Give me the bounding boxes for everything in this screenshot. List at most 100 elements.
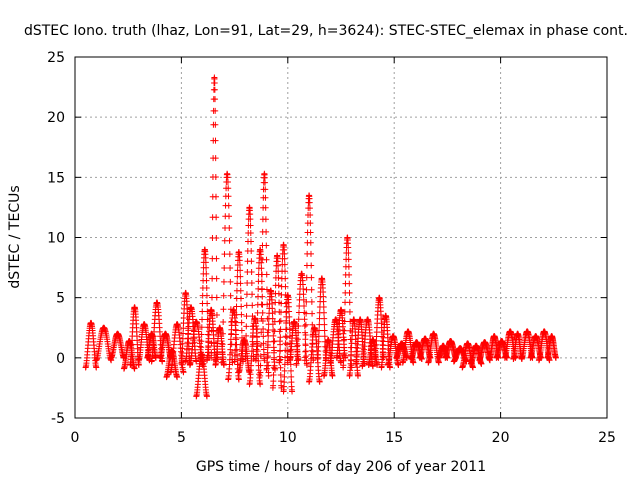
data-point — [203, 292, 210, 299]
data-point — [281, 379, 288, 386]
data-point — [212, 121, 219, 128]
x-tick-label: 15 — [385, 430, 403, 446]
data-point — [395, 362, 402, 369]
data-point — [263, 228, 270, 235]
data-point — [303, 362, 310, 369]
chart-title: dSTEC Iono. truth (lhaz, Lon=91, Lat=29,… — [24, 23, 628, 39]
data-point — [341, 318, 348, 325]
data-point — [226, 225, 233, 232]
data-point — [294, 348, 301, 355]
data-point — [248, 280, 255, 287]
data-point — [286, 326, 293, 333]
arc-series — [218, 170, 236, 366]
data-point — [257, 369, 264, 376]
data-point — [232, 341, 239, 348]
data-point — [315, 343, 322, 350]
data-point — [227, 351, 234, 358]
data-point — [263, 271, 270, 278]
data-point — [232, 347, 239, 354]
data-point — [228, 319, 235, 326]
data-point — [225, 185, 232, 192]
data-point — [303, 310, 310, 317]
data-point — [253, 333, 260, 340]
data-point — [271, 347, 278, 354]
data-point — [265, 372, 272, 379]
data-point — [345, 256, 352, 263]
data-point — [320, 298, 327, 305]
data-point — [286, 313, 293, 320]
data-point — [270, 356, 277, 363]
data-point — [315, 338, 322, 345]
data-point — [237, 273, 244, 280]
data-point — [552, 354, 559, 361]
data-point — [221, 264, 228, 271]
data-point — [247, 211, 254, 218]
data-point — [213, 312, 220, 319]
y-tick-label: 15 — [47, 170, 65, 186]
x-tick-label: 0 — [71, 430, 80, 446]
data-point — [369, 363, 376, 370]
data-point — [302, 348, 309, 355]
data-point — [247, 222, 254, 229]
data-point — [263, 242, 270, 249]
data-point — [277, 309, 284, 316]
data-point — [277, 341, 284, 348]
data-point — [211, 79, 218, 86]
arc-series — [544, 333, 559, 361]
data-point — [275, 274, 282, 281]
data-point — [276, 348, 283, 355]
data-point — [225, 193, 232, 200]
data-point — [265, 332, 272, 339]
data-point — [257, 353, 264, 360]
data-point — [203, 264, 210, 271]
grid-lines — [75, 57, 607, 418]
data-point — [198, 338, 205, 345]
data-point — [262, 204, 269, 211]
data-point — [220, 306, 227, 313]
data-point — [320, 309, 327, 316]
data-point — [316, 378, 323, 385]
data-point — [271, 338, 278, 345]
data-point — [306, 199, 313, 206]
data-point — [247, 216, 254, 223]
data-point — [203, 270, 210, 277]
data-point — [294, 336, 301, 343]
data-point — [300, 286, 307, 293]
data-point — [346, 271, 353, 278]
data-point — [281, 261, 288, 268]
data-point — [271, 328, 278, 335]
data-point — [243, 291, 250, 298]
data-point — [270, 364, 277, 371]
data-point — [276, 318, 283, 325]
arc-series — [301, 192, 317, 364]
data-point — [238, 327, 245, 334]
data-point — [321, 333, 328, 340]
data-point — [260, 333, 267, 340]
data-point — [315, 333, 322, 340]
data-point — [270, 327, 277, 334]
data-point — [345, 249, 352, 256]
data-point — [213, 275, 220, 282]
data-point — [277, 372, 284, 379]
data-point — [262, 216, 269, 223]
data-point — [346, 289, 353, 296]
data-point — [203, 393, 210, 400]
y-tick-label: -5 — [51, 411, 65, 427]
arc-series — [527, 333, 545, 361]
data-point — [259, 293, 266, 300]
data-point — [238, 311, 245, 318]
data-point — [258, 329, 265, 336]
data-point — [131, 365, 138, 372]
data-point — [346, 299, 353, 306]
data-point — [211, 86, 218, 93]
data-point — [213, 235, 220, 242]
data-point — [302, 332, 309, 339]
data-point — [281, 373, 288, 380]
data-point — [258, 301, 265, 308]
data-point — [341, 308, 348, 315]
data-point — [294, 353, 301, 360]
data-point — [243, 313, 250, 320]
data-point — [341, 336, 348, 343]
data-point — [233, 336, 240, 343]
data-point — [253, 351, 260, 358]
